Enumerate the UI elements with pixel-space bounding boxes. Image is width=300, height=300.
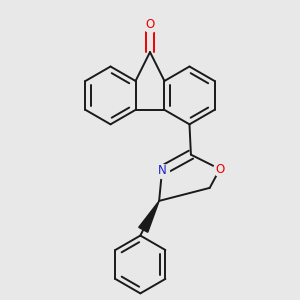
Text: O: O xyxy=(146,18,154,31)
Text: O: O xyxy=(215,163,224,176)
Polygon shape xyxy=(139,201,159,232)
Text: N: N xyxy=(158,164,166,177)
